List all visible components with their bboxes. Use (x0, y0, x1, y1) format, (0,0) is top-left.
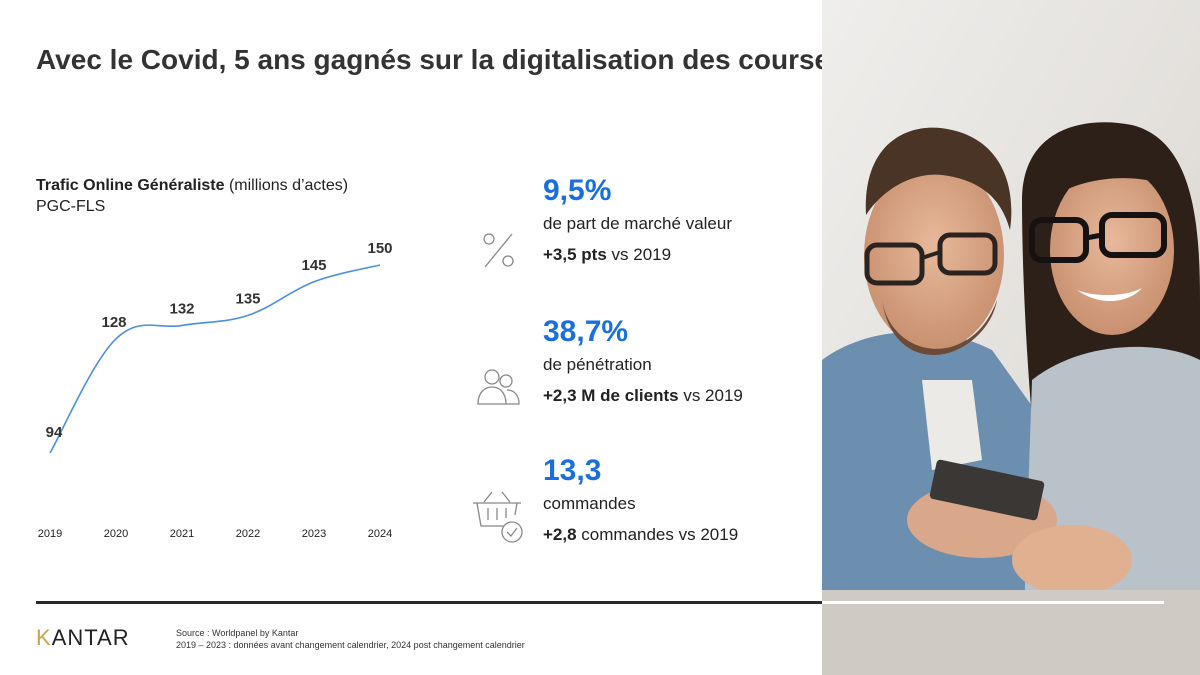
kpi-delta-ref: vs 2019 (606, 245, 672, 264)
kpi-delta: +2,8 commandes vs 2019 (543, 525, 738, 545)
data-label: 128 (101, 314, 126, 331)
footer-divider-photo (822, 601, 1164, 604)
kpi-value: 38,7% (543, 315, 629, 348)
data-label: 132 (169, 300, 194, 317)
kpi-delta-value: +2,8 (543, 525, 577, 544)
kpi-delta: +3,5 pts vs 2019 (543, 245, 732, 265)
kpi-delta-value: +3,5 pts (543, 245, 607, 264)
data-label: 150 (367, 240, 392, 257)
data-label: 145 (301, 257, 326, 274)
kantar-logo: KANTAR (36, 625, 130, 650)
kpi-value: 9,5% (543, 174, 612, 207)
kpi-orders: 13,3 commandes +2,8 commandes vs 2019 (543, 456, 738, 545)
slide-title: Avec le Covid, 5 ans gagnés sur la digit… (36, 44, 846, 75)
x-tick-label: 2020 (104, 528, 128, 540)
kpi-value: 13,3 (543, 454, 602, 487)
x-tick-label: 2024 (368, 528, 392, 540)
kpi-label: de part de marché valeur (543, 214, 732, 233)
x-tick-label: 2021 (170, 528, 194, 540)
data-label: 135 (235, 290, 260, 307)
series-line (49, 264, 381, 454)
basket-check-icon (473, 491, 523, 543)
x-tick-label: 2019 (38, 528, 62, 540)
kpi-label: commandes (543, 494, 636, 513)
kpi-delta-ref: vs 2019 (678, 386, 743, 405)
chart-title-unit: (millions d’actes) (224, 177, 349, 194)
footer-divider (36, 601, 1164, 604)
chart-subtitle: PGC-FLS (36, 197, 106, 215)
kpi-delta-ref: commandes vs 2019 (576, 525, 739, 544)
kpi-label: de pénétration (543, 355, 652, 374)
users-icon (477, 369, 520, 405)
source-note: Source : Worldpanel by Kantar 2019 – 202… (176, 627, 525, 651)
line-chart: 94 2019 128 2020 132 2021 135 2022 145 2023 150 202… (38, 240, 393, 540)
kpi-market-share: 9,5% de part de marché valeur +3,5 pts v… (543, 176, 732, 265)
chart-title-bold: Trafic Online Généraliste (36, 177, 225, 194)
kpi-penetration: 38,7% de pénétration +2,3 M de clients v… (543, 317, 743, 406)
chart-header: Trafic Online Généraliste (millions d’ac… (36, 176, 348, 218)
couple-photo (822, 0, 1200, 675)
kpi-delta: +2,3 M de clients vs 2019 (543, 386, 743, 406)
source-calendar-note: 2019 – 2023 : données avant changement c… (176, 640, 525, 651)
kpi-delta-value: +2,3 M de clients (543, 386, 679, 405)
x-tick-label: 2023 (302, 528, 326, 540)
x-tick-label: 2022 (236, 528, 260, 540)
percent-icon (483, 233, 514, 268)
source-line: Source : Worldpanel by Kantar (176, 628, 299, 638)
data-label: 94 (46, 424, 63, 441)
